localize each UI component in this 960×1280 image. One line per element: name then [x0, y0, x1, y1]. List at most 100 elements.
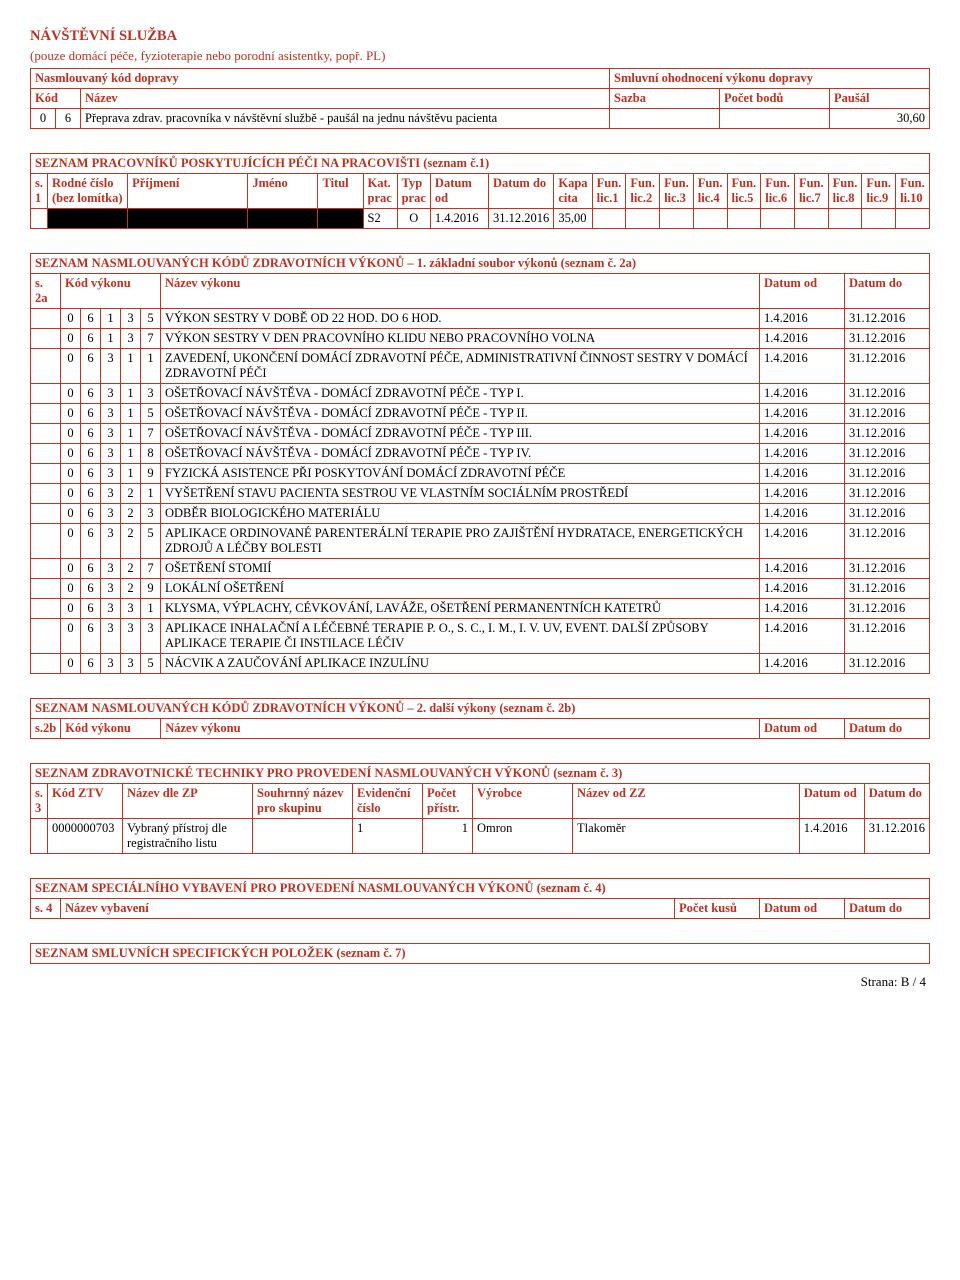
code-digit: 3 — [121, 619, 141, 654]
cell-nazev: NÁCVIK A ZAUČOVÁNÍ APLIKACE INZULÍNU — [161, 654, 760, 674]
code-digit: 3 — [101, 444, 121, 464]
cell-od: 1.4.2016 — [760, 349, 845, 384]
col-specnazev: Název vybavení — [61, 899, 675, 919]
cell-titul-redacted — [318, 209, 363, 229]
table-row: 06321VYŠETŘENÍ STAVU PACIENTA SESTROU VE… — [31, 484, 930, 504]
hdr-nasml: Nasmlouvaný kód dopravy — [31, 69, 610, 89]
code-digit: 2 — [121, 579, 141, 599]
cell-s2a — [31, 524, 61, 559]
code-digit: 7 — [141, 424, 161, 444]
code-digit: 0 — [61, 599, 81, 619]
col-techdo: Datum do — [864, 784, 929, 819]
c-l5 — [727, 209, 761, 229]
cell-od: 1.4.2016 — [760, 404, 845, 424]
cell-od: 1.4.2016 — [430, 209, 488, 229]
cell-typ: O — [397, 209, 430, 229]
cell-nazev: APLIKACE ORDINOVANÉ PARENTERÁLNÍ TERAPIE… — [161, 524, 760, 559]
cell-do: 31.12.2016 — [845, 349, 930, 384]
col-do2b: Datum do — [845, 719, 930, 739]
col-nazev2b: Název výkonu — [161, 719, 760, 739]
cell-s2a — [31, 654, 61, 674]
col-specpocet: Počet kusů — [675, 899, 760, 919]
cell-od: 1.4.2016 — [760, 309, 845, 329]
c-l3 — [660, 209, 694, 229]
c-l1 — [592, 209, 626, 229]
col-s4: s. 4 — [31, 899, 61, 919]
code-digit: 0 — [61, 504, 81, 524]
col-specdo: Datum do — [845, 899, 930, 919]
code-digit: 0 — [61, 579, 81, 599]
cell-prijmeni-redacted — [128, 209, 248, 229]
cell-s2a — [31, 504, 61, 524]
c-l8 — [828, 209, 862, 229]
table-row: 06135VÝKON SESTRY V DOBĚ OD 22 HOD. DO 6… — [31, 309, 930, 329]
code-digit: 0 — [61, 484, 81, 504]
code-digit: 7 — [141, 559, 161, 579]
table-row: 06137VÝKON SESTRY V DEN PRACOVNÍHO KLIDU… — [31, 329, 930, 349]
code-digit: 3 — [101, 599, 121, 619]
tech-nazevzz: Tlakoměr — [573, 819, 800, 854]
tech-souhrn — [253, 819, 353, 854]
col-datumod: Datum od — [430, 174, 488, 209]
tech-evid: 1 — [353, 819, 423, 854]
code-digit: 3 — [101, 424, 121, 444]
cell-od: 1.4.2016 — [760, 599, 845, 619]
cell-do: 31.12.2016 — [845, 444, 930, 464]
col-rodne: Rodné číslo (bez lomítka) — [48, 174, 128, 209]
c-l10 — [896, 209, 930, 229]
code-digit: 0 — [61, 349, 81, 384]
cell-do: 31.12.2016 — [845, 524, 930, 559]
code-digit: 5 — [141, 309, 161, 329]
code-digit: 2 — [121, 559, 141, 579]
code-digit: 3 — [101, 524, 121, 559]
cell-nazev: KLYSMA, VÝPLACHY, CÉVKOVÁNÍ, LAVÁŽE, OŠE… — [161, 599, 760, 619]
table-row: 06327OŠETŘENÍ STOMIÍ1.4.201631.12.2016 — [31, 559, 930, 579]
col-s3: s. 3 — [31, 784, 48, 819]
col-s2a: s. 2a — [31, 274, 61, 309]
code-digit: 6 — [81, 484, 101, 504]
code-digit: 3 — [121, 599, 141, 619]
code-digit: 7 — [141, 329, 161, 349]
cell-nazev: OŠETŘOVACÍ NÁVŠTĚVA - DOMÁCÍ ZDRAVOTNÍ P… — [161, 424, 760, 444]
col-datumdo: Datum do — [489, 174, 554, 209]
cell-s2a — [31, 424, 61, 444]
tech-vyrobce: Omron — [473, 819, 573, 854]
cell-nazev: VÝKON SESTRY V DOBĚ OD 22 HOD. DO 6 HOD. — [161, 309, 760, 329]
cell-s2a — [31, 309, 61, 329]
cell-do: 31.12.2016 — [845, 329, 930, 349]
codes2b-title: SEZNAM NASMLOUVANÝCH KÓDŮ ZDRAVOTNÍCH VÝ… — [31, 699, 930, 719]
table-row: 06319FYZICKÁ ASISTENCE PŘI POSKYTOVÁNÍ D… — [31, 464, 930, 484]
col-kapa: Kapa cita — [554, 174, 592, 209]
sec7-table: SEZNAM SMLUVNÍCH SPECIFICKÝCH POLOŽEK (s… — [30, 943, 930, 964]
table-row: 06311ZAVEDENÍ, UKONČENÍ DOMÁCÍ ZDRAVOTNÍ… — [31, 349, 930, 384]
cell-nazev: OŠETŘOVACÍ NÁVŠTĚVA - DOMÁCÍ ZDRAVOTNÍ P… — [161, 444, 760, 464]
code-digit: 9 — [141, 579, 161, 599]
code-digit: 5 — [141, 404, 161, 424]
table-row: 06323ODBĚR BIOLOGICKÉHO MATERIÁLU1.4.201… — [31, 504, 930, 524]
code-digit: 6 — [81, 524, 101, 559]
cell-do: 31.12.2016 — [489, 209, 554, 229]
code-digit: 5 — [141, 654, 161, 674]
cell-od: 1.4.2016 — [760, 464, 845, 484]
col-titul: Titul — [318, 174, 363, 209]
col-l1: Fun. lic.1 — [592, 174, 626, 209]
page-footer: Strana: B / 4 — [30, 964, 930, 990]
cell-s2a — [31, 404, 61, 424]
code-digit: 6 — [81, 599, 101, 619]
code-digit: 3 — [101, 504, 121, 524]
cell-do: 31.12.2016 — [845, 579, 930, 599]
visit-subtitle: (pouze domácí péče, fyzioterapie nebo po… — [30, 48, 930, 64]
table-row: 06325APLIKACE ORDINOVANÉ PARENTERÁLNÍ TE… — [31, 524, 930, 559]
code-digit: 1 — [101, 329, 121, 349]
code-digit: 3 — [101, 619, 121, 654]
cell-do: 31.12.2016 — [845, 599, 930, 619]
cell-nazev: APLIKACE INHALAČNÍ A LÉČEBNÉ TERAPIE P. … — [161, 619, 760, 654]
code-digit: 2 — [121, 484, 141, 504]
col-l9: Fun. lic.9 — [862, 174, 896, 209]
c-l4 — [693, 209, 727, 229]
code-digit: 5 — [141, 524, 161, 559]
col-kodztv: Kód ZTV — [48, 784, 123, 819]
cell-nazev: LOKÁLNÍ OŠETŘENÍ — [161, 579, 760, 599]
cell-od: 1.4.2016 — [760, 384, 845, 404]
code-digit: 6 — [81, 309, 101, 329]
